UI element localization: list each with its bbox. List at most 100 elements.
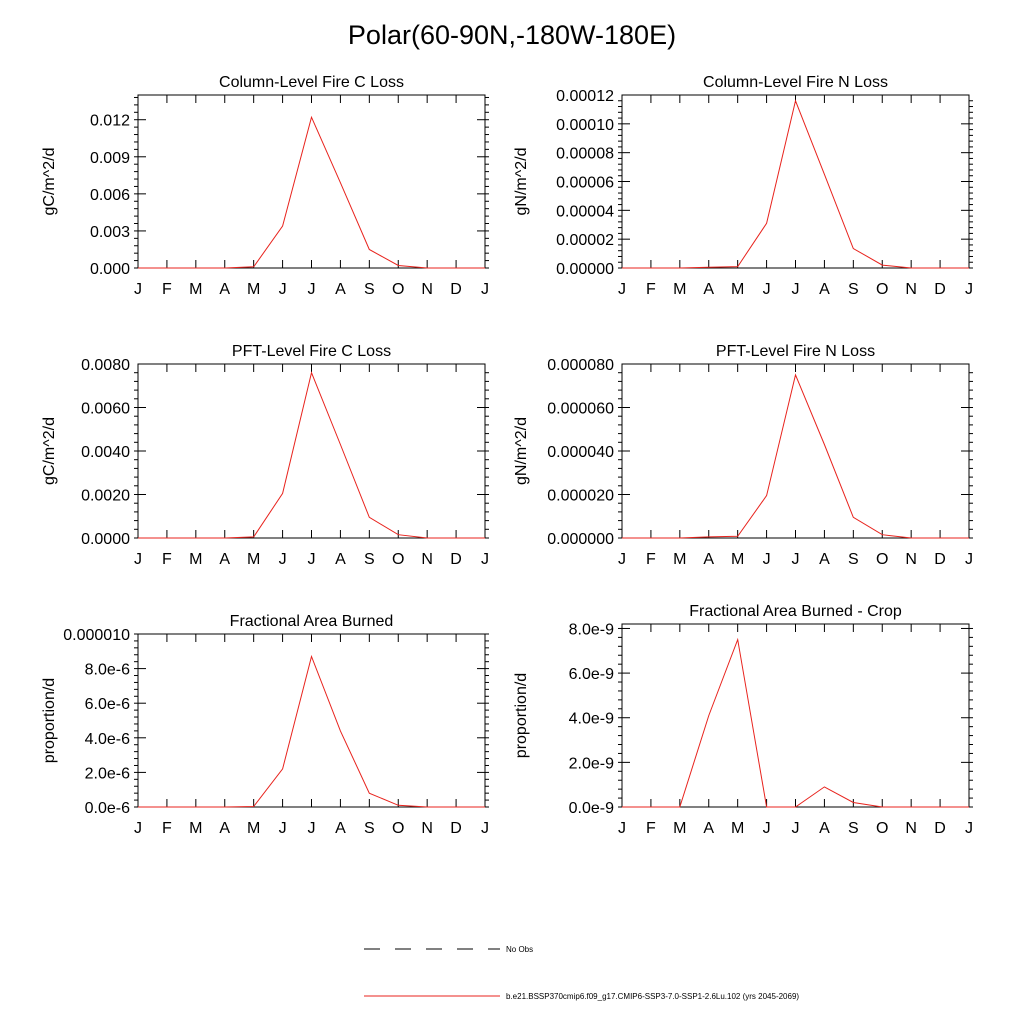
x-tick-label: A <box>335 820 346 837</box>
y-tick-label: 0.00002 <box>556 232 614 249</box>
x-tick-label: J <box>134 820 142 837</box>
x-tick-label: J <box>279 281 287 298</box>
x-tick-label: S <box>364 820 375 837</box>
x-tick-label: D <box>934 551 946 568</box>
x-tick-label: M <box>247 281 260 298</box>
series-line <box>138 654 485 808</box>
x-tick-label: N <box>421 551 433 568</box>
x-tick-label: J <box>965 551 973 568</box>
panel-title: Column-Level Fire N Loss <box>703 74 888 91</box>
y-tick-label: 0.00010 <box>556 117 614 134</box>
x-tick-label: A <box>335 551 346 568</box>
y-axis-label: gC/m^2/d <box>41 148 58 216</box>
x-tick-label: F <box>646 551 656 568</box>
y-tick-label: 6.0e-6 <box>85 696 130 713</box>
x-tick-label: J <box>481 820 489 837</box>
x-tick-label: J <box>763 551 771 568</box>
x-tick-label: M <box>673 820 686 837</box>
series-line <box>622 99 969 269</box>
x-tick-label: F <box>162 820 172 837</box>
x-tick-label: M <box>247 551 260 568</box>
x-tick-label: S <box>364 551 375 568</box>
x-tick-label: O <box>392 281 404 298</box>
x-tick-label: S <box>848 820 859 837</box>
x-tick-label: J <box>308 551 316 568</box>
legend-label-no-obs: No Obs <box>506 945 533 954</box>
x-tick-label: S <box>364 281 375 298</box>
x-tick-label: J <box>965 820 973 837</box>
y-tick-label: 4.0e-9 <box>569 711 614 728</box>
x-tick-label: J <box>618 551 626 568</box>
x-tick-label: D <box>450 820 462 837</box>
y-tick-label: 0.00008 <box>556 146 614 163</box>
x-tick-label: N <box>421 820 433 837</box>
y-tick-label: 2.0e-6 <box>85 765 130 782</box>
x-tick-label: O <box>876 551 888 568</box>
y-tick-label: 0.000000 <box>547 531 614 548</box>
series-line <box>138 115 485 269</box>
x-tick-label: J <box>792 820 800 837</box>
y-tick-label: 0.0060 <box>81 401 130 418</box>
y-tick-label: 0.00004 <box>556 203 614 220</box>
y-tick-label: 0.012 <box>90 113 130 130</box>
x-tick-label: F <box>162 551 172 568</box>
x-tick-label: F <box>162 281 172 298</box>
x-tick-label: J <box>308 281 316 298</box>
y-tick-label: 0.009 <box>90 150 130 167</box>
y-tick-label: 2.0e-9 <box>569 755 614 772</box>
x-tick-label: A <box>219 551 230 568</box>
x-tick-label: J <box>134 551 142 568</box>
x-tick-label: N <box>421 281 433 298</box>
x-tick-label: M <box>673 281 686 298</box>
x-tick-label: M <box>731 551 744 568</box>
x-tick-label: N <box>905 820 917 837</box>
x-tick-label: O <box>392 820 404 837</box>
x-tick-label: O <box>876 281 888 298</box>
x-tick-label: O <box>876 820 888 837</box>
x-tick-label: S <box>848 551 859 568</box>
x-tick-label: N <box>905 551 917 568</box>
y-tick-label: 0.00000 <box>556 261 614 278</box>
y-tick-label: 0.000080 <box>547 357 614 374</box>
y-tick-label: 0.0000 <box>81 531 130 548</box>
x-tick-label: D <box>450 551 462 568</box>
x-tick-label: A <box>335 281 346 298</box>
panel-title: PFT-Level Fire C Loss <box>232 343 391 360</box>
x-tick-label: O <box>392 551 404 568</box>
x-tick-label: M <box>189 551 202 568</box>
x-tick-label: F <box>646 281 656 298</box>
x-tick-label: J <box>481 281 489 298</box>
y-tick-label: 0.00006 <box>556 175 614 192</box>
y-tick-label: 0.000010 <box>63 627 130 644</box>
y-tick-label: 0.00012 <box>556 88 614 105</box>
x-tick-label: M <box>189 281 202 298</box>
x-tick-label: J <box>279 820 287 837</box>
y-tick-label: 0.000060 <box>547 401 614 418</box>
x-tick-label: J <box>965 281 973 298</box>
x-tick-label: D <box>450 281 462 298</box>
x-tick-label: J <box>618 281 626 298</box>
x-tick-label: J <box>763 820 771 837</box>
x-tick-label: D <box>934 820 946 837</box>
y-axis-label: proportion/d <box>41 678 58 763</box>
series-line <box>622 373 969 539</box>
y-tick-label: 0.000020 <box>547 488 614 505</box>
panel-title: Fractional Area Burned - Crop <box>689 603 902 620</box>
x-tick-label: M <box>673 551 686 568</box>
x-tick-label: A <box>219 820 230 837</box>
x-tick-label: M <box>247 820 260 837</box>
x-tick-label: J <box>481 551 489 568</box>
x-tick-label: D <box>934 281 946 298</box>
y-tick-label: 0.0040 <box>81 444 130 461</box>
x-tick-label: M <box>731 820 744 837</box>
y-tick-label: 0.0e-9 <box>569 800 614 817</box>
x-tick-label: A <box>703 820 714 837</box>
